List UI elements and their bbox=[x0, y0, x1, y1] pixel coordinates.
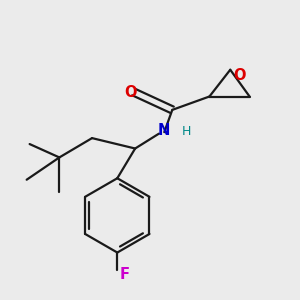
Text: H: H bbox=[182, 125, 191, 138]
Text: O: O bbox=[124, 85, 137, 100]
Text: O: O bbox=[233, 68, 245, 83]
Text: N: N bbox=[157, 123, 170, 138]
Text: F: F bbox=[120, 267, 130, 282]
